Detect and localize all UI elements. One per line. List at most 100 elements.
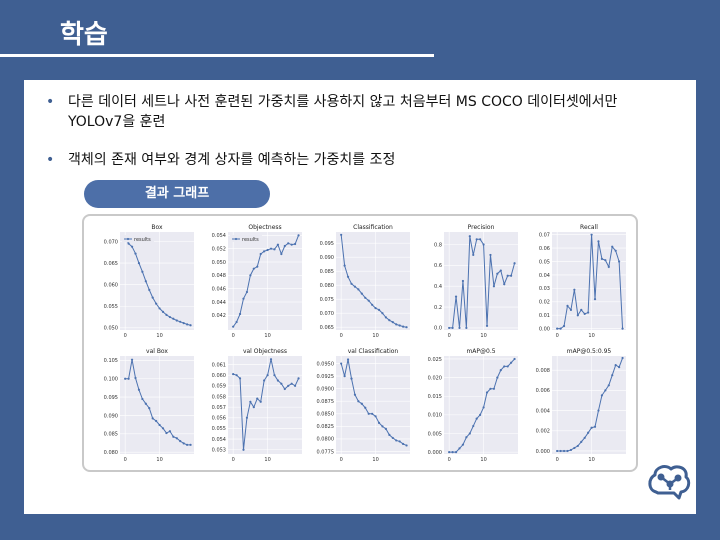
brain-network-icon (648, 465, 691, 500)
data-point (283, 387, 286, 391)
data-point (287, 242, 290, 245)
y-tick-label: 0.0775 (317, 449, 335, 455)
y-tick-label: 0.010 (428, 413, 442, 419)
data-point (580, 440, 583, 443)
y-tick-label: 0.095 (104, 395, 118, 401)
data-point (294, 384, 297, 387)
data-point (402, 325, 405, 328)
data-point (468, 235, 471, 238)
data-point (458, 326, 461, 330)
data-point (593, 425, 597, 428)
y-tick-label: 0.006 (536, 388, 550, 394)
data-point (259, 252, 262, 256)
chart-title: Recall (580, 224, 598, 231)
x-tick-label: 10 (264, 457, 270, 463)
data-point (398, 440, 401, 443)
data-point (371, 412, 374, 415)
data-point (611, 245, 614, 248)
y-tick-label: 0.057 (212, 405, 226, 411)
data-point (559, 327, 562, 330)
plot-area (336, 232, 410, 330)
plot-area (120, 356, 194, 454)
data-point (158, 307, 161, 310)
data-point (350, 282, 353, 285)
data-point (454, 451, 458, 454)
plot-area (444, 232, 518, 330)
chart-7: 0.0775 0.0800 0.0825 0.0850 0.0875 0.0900 0.09… (306, 344, 414, 468)
plot-area (552, 356, 626, 454)
y-tick-label: 0.046 (212, 286, 226, 292)
x-tick-label: 0 (124, 333, 127, 339)
data-point (155, 302, 158, 305)
data-point (566, 449, 569, 453)
data-point (600, 257, 604, 260)
data-point (148, 407, 151, 410)
chart-title: Box (151, 224, 163, 231)
data-point (172, 435, 175, 438)
data-point (280, 252, 283, 256)
data-point (492, 285, 496, 288)
data-point (276, 243, 280, 246)
data-point (388, 433, 391, 437)
data-point (583, 312, 586, 315)
data-point (395, 323, 398, 326)
data-point (461, 279, 465, 283)
data-point (357, 400, 360, 403)
x-tick-label: 0 (124, 457, 127, 463)
data-point (614, 363, 617, 367)
y-tick-label: 0.044 (212, 300, 226, 306)
data-point (144, 280, 147, 283)
data-point (168, 430, 172, 433)
plot-area (336, 356, 410, 454)
data-point (343, 375, 346, 378)
data-point (186, 443, 189, 446)
legend-box (122, 235, 154, 242)
data-point (405, 444, 408, 447)
y-tick-label: 0.085 (104, 432, 118, 438)
y-tick-label: 0.00 (539, 326, 550, 332)
y-tick-label: 0.0925 (317, 374, 335, 380)
data-point (573, 288, 576, 291)
data-point (266, 248, 269, 252)
data-point (151, 417, 154, 420)
data-point (343, 264, 346, 267)
bullet-2: • 객체의 존재 여부와 경계 상자를 예측하는 가중치를 조정 (46, 150, 658, 170)
legend-label: results (134, 237, 151, 243)
chart-svg: 0.080 0.085 0.090 0.095 0.100 0.105 0 10 val Box (104, 348, 194, 463)
data-point (482, 406, 485, 409)
y-tick-label: 0.080 (104, 450, 118, 456)
data-point (297, 234, 300, 237)
bullet-1: • 다른 데이터 세트나 사전 훈련된 가중치를 사용하지 않고 처음부터 MS… (46, 92, 658, 132)
y-tick-label: 0.095 (320, 241, 334, 247)
data-point (479, 238, 482, 241)
data-point (590, 426, 593, 429)
y-tick-label: 0.025 (428, 357, 442, 363)
data-point (353, 393, 357, 396)
data-point (562, 449, 566, 453)
bullet-1-text: 다른 데이터 세트나 사전 훈련된 가중치를 사용하지 않고 처음부터 MS C… (68, 94, 618, 130)
data-point (468, 432, 471, 435)
y-tick-label: 0.105 (104, 358, 118, 364)
y-tick-label: 0.050 (212, 260, 226, 266)
chart-8: 0.000 0.005 0.010 0.015 0.020 0.025 0 10 mAP@0.5 (414, 344, 522, 468)
data-point (465, 326, 468, 330)
data-point (607, 265, 610, 269)
data-point (280, 382, 283, 385)
y-tick-label: 0.03 (539, 286, 550, 292)
data-point (137, 261, 141, 265)
data-point (593, 298, 597, 301)
y-tick-label: 0.055 (212, 426, 226, 432)
data-point (496, 376, 499, 379)
data-point (566, 304, 569, 307)
y-tick-label: 0.054 (212, 233, 226, 239)
y-tick-label: 0.6 (434, 263, 442, 269)
chart-1: 0.042 0.044 0.046 0.048 0.050 0.052 0.054 0 10 Ob… (198, 220, 306, 344)
data-point (124, 377, 127, 380)
data-point (189, 443, 192, 446)
chart-title: Classification (353, 224, 393, 231)
data-point (475, 417, 478, 420)
x-tick-label: 10 (156, 333, 162, 339)
data-point (273, 374, 276, 377)
data-point (482, 243, 485, 246)
